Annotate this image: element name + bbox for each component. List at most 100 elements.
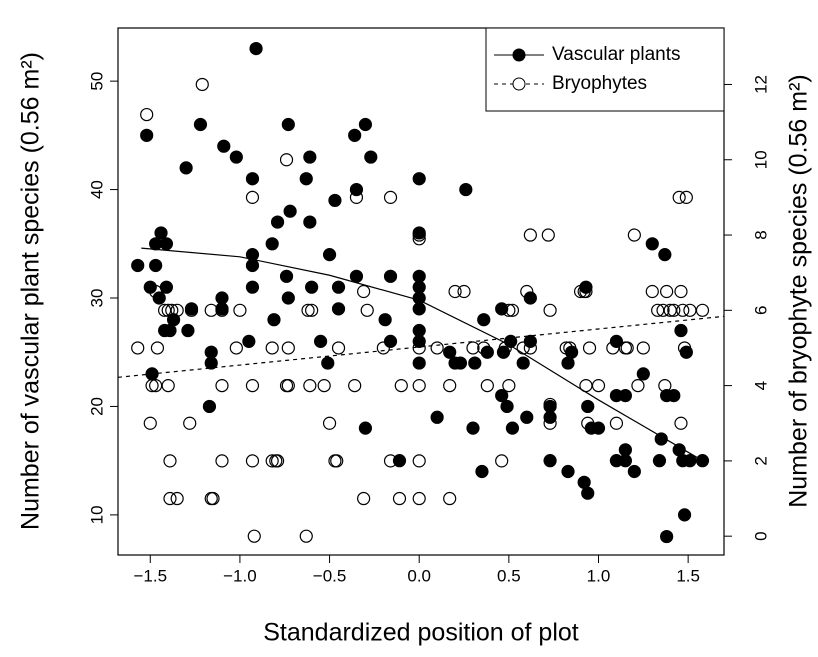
data-point [383, 454, 398, 468]
data-point [245, 454, 260, 468]
data-point [249, 42, 263, 56]
data-point [215, 303, 229, 317]
y2-tick-label: 4 [751, 381, 770, 390]
data-point [412, 454, 426, 468]
data-point [502, 379, 516, 393]
x-tick-label: 1.0 [587, 566, 611, 585]
x-tick-label: −1.5 [133, 566, 167, 585]
data-point [161, 303, 175, 317]
data-point [618, 454, 632, 468]
data-point [357, 284, 371, 299]
data-point [636, 367, 650, 381]
data-point [609, 334, 624, 348]
data-point [502, 303, 516, 317]
data-point [674, 284, 688, 299]
data-point [651, 303, 665, 317]
data-point [672, 190, 686, 204]
data-point [281, 341, 295, 355]
data-point [658, 248, 672, 262]
data-point [331, 280, 346, 294]
data-point [305, 280, 319, 294]
data-point [652, 454, 667, 468]
data-point [195, 77, 209, 92]
data-point [620, 341, 634, 355]
data-point [161, 379, 175, 393]
legend-marker [512, 77, 526, 91]
y-tick-label: 40 [87, 180, 106, 199]
x-tick-label: 0.0 [407, 566, 431, 585]
data-point [179, 161, 193, 175]
data-point [443, 345, 457, 359]
data-point [348, 128, 362, 142]
data-point [581, 416, 595, 430]
data-point [383, 334, 398, 348]
data-point [520, 410, 534, 424]
data-point [170, 303, 184, 317]
data-point [267, 313, 281, 327]
x-axis-label: Standardized position of plot [263, 619, 579, 647]
fit-line [117, 315, 725, 378]
data-point [543, 454, 557, 468]
data-point [412, 379, 426, 393]
data-point [143, 280, 157, 294]
data-point [149, 258, 163, 273]
y-tick-label: 50 [87, 72, 106, 91]
data-point [301, 303, 315, 317]
data-point [412, 232, 426, 246]
data-point [430, 410, 444, 424]
data-point [330, 454, 344, 468]
data-point [281, 117, 295, 132]
data-point [453, 356, 468, 370]
data-point [328, 193, 342, 208]
data-point [229, 341, 243, 355]
data-point [131, 258, 145, 273]
y2-tick-label: 6 [751, 306, 770, 315]
data-point [305, 303, 319, 317]
data-point [579, 284, 593, 299]
data-point [149, 284, 163, 299]
data-point [321, 356, 335, 370]
data-point [322, 248, 337, 262]
data-point [563, 341, 577, 355]
data-point [477, 313, 491, 327]
data-point [543, 303, 557, 317]
x-tick-label: 0.5 [497, 566, 521, 585]
data-point [233, 303, 247, 317]
data-point [358, 421, 373, 435]
data-point [283, 204, 297, 218]
data-point [358, 117, 373, 132]
data-point [412, 491, 426, 506]
data-point [443, 379, 457, 393]
data-point [448, 284, 462, 299]
data-point [591, 421, 606, 435]
data-point [475, 464, 489, 479]
data-point [279, 153, 294, 167]
data-point [204, 303, 218, 317]
data-point [520, 284, 534, 299]
data-point [679, 190, 693, 204]
data-point [299, 529, 313, 543]
data-point [412, 280, 426, 294]
data-point [170, 491, 184, 506]
data-point [543, 416, 557, 430]
data-point [152, 291, 166, 305]
legend-label: Vascular plants [552, 44, 681, 65]
data-point [383, 190, 398, 204]
data-point [495, 388, 509, 403]
data-point [378, 313, 392, 327]
y2-tick-label: 0 [751, 531, 770, 540]
data-point [303, 379, 317, 393]
data-point [627, 228, 641, 242]
data-point [215, 379, 229, 393]
data-point [215, 291, 229, 305]
data-point [357, 491, 371, 506]
data-point [627, 464, 641, 479]
data-point [181, 323, 195, 338]
data-point [392, 491, 407, 506]
data-point [394, 379, 408, 393]
data-point [331, 341, 346, 355]
data-point [516, 356, 530, 370]
data-point [457, 284, 471, 299]
data-point [674, 323, 688, 338]
data-point [523, 228, 537, 242]
